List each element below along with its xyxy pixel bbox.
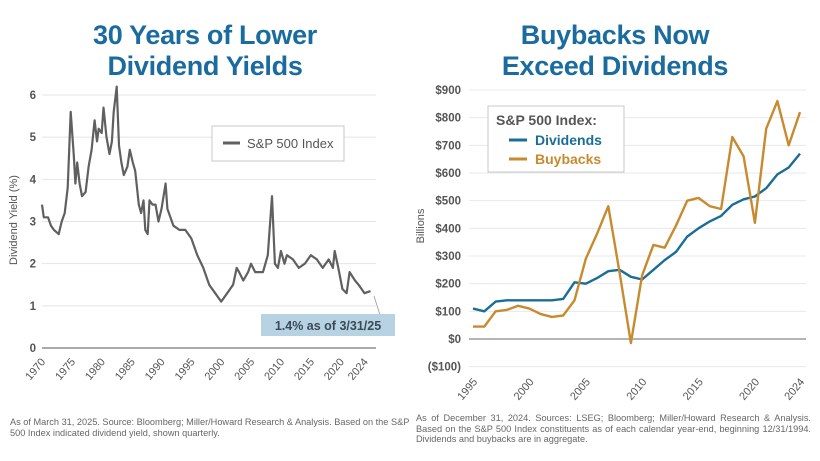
series-line-dividends (472, 152, 801, 313)
x-tick-label: 2020 (322, 356, 347, 382)
annotation-box (261, 314, 395, 336)
y-tick-label: $100 (435, 306, 461, 318)
left-footnote: As of March 31, 2025. Source: Bloomberg;… (10, 417, 410, 438)
right-footnote: As of December 31, 2024. Sources: LSEG; … (416, 413, 811, 444)
y-tick-label: 1 (30, 301, 37, 313)
right-title-line-2: Exceed Dividends (501, 51, 729, 81)
x-tick-label: 2010 (625, 376, 650, 402)
legend-label-buybacks: Buybacks (535, 151, 601, 167)
y-tick-label: $700 (435, 140, 461, 152)
y-axis-label: Billions (415, 208, 427, 243)
left-title-line-2: Dividend Yields (107, 51, 303, 81)
x-tick-label: 2024 (346, 356, 371, 382)
left-title-line-1: 30 Years of Lower (92, 20, 318, 50)
legend-label-dividends: Dividends (535, 132, 602, 148)
series-line-buybacks (473, 99, 802, 345)
x-tick-label: 1985 (113, 356, 138, 382)
y-tick-label: 2 (30, 259, 36, 271)
y-tick-label: $0 (448, 334, 461, 346)
y-tick-label: $200 (435, 279, 461, 291)
right-title-line-1: Buybacks Now (520, 20, 710, 50)
x-tick-label: 2024 (782, 376, 807, 402)
x-tick-label: 2015 (681, 376, 706, 402)
x-tick-label: 1975 (53, 356, 78, 382)
x-tick-label: 2015 (292, 356, 317, 382)
y-axis-label: Dividend Yield (%) (8, 175, 20, 265)
annotation-label: 1.4% as of 3/31/25 (275, 319, 381, 333)
y-tick-label: 4 (30, 174, 37, 186)
y-tick-label: ($100) (428, 362, 461, 374)
x-tick-label: 2005 (568, 376, 593, 402)
y-tick-label: $800 (435, 113, 461, 125)
legend-label-sp500: S&P 500 Index (247, 136, 334, 151)
series-line-sp500 (40, 85, 371, 303)
y-tick-label: $600 (435, 168, 461, 180)
x-tick-label: 1970 (23, 356, 48, 382)
y-tick-label: $300 (435, 251, 461, 263)
x-tick-label: 1990 (143, 356, 168, 382)
x-tick-label: 2000 (203, 356, 228, 382)
annotation-leader (373, 295, 381, 316)
x-tick-label: 1995 (455, 376, 480, 402)
x-tick-label: 1995 (173, 356, 198, 382)
x-tick-label: 2000 (512, 376, 537, 402)
x-tick-label: 2010 (262, 356, 287, 382)
right-chart-title: Buybacks Now Exceed Dividends (420, 20, 810, 82)
y-tick-label: $400 (435, 223, 461, 235)
y-tick-label: 6 (30, 90, 36, 102)
left-chart-title: 30 Years of Lower Dividend Yields (10, 20, 400, 82)
x-tick-label: 1980 (83, 356, 108, 382)
legend-title: S&P 500 Index: (496, 112, 597, 128)
y-tick-label: 3 (30, 217, 36, 229)
y-tick-label: 0 (30, 343, 36, 355)
x-tick-label: 2005 (232, 356, 257, 382)
right-chart: ($100) $0 $100 $200 $300 $400 $500 $600 $700 $800… (415, 85, 807, 403)
y-tick-label: $500 (435, 196, 461, 208)
y-tick-label: $900 (435, 85, 461, 97)
y-tick-label: 5 (30, 132, 37, 144)
x-tick-label: 2020 (737, 376, 762, 402)
